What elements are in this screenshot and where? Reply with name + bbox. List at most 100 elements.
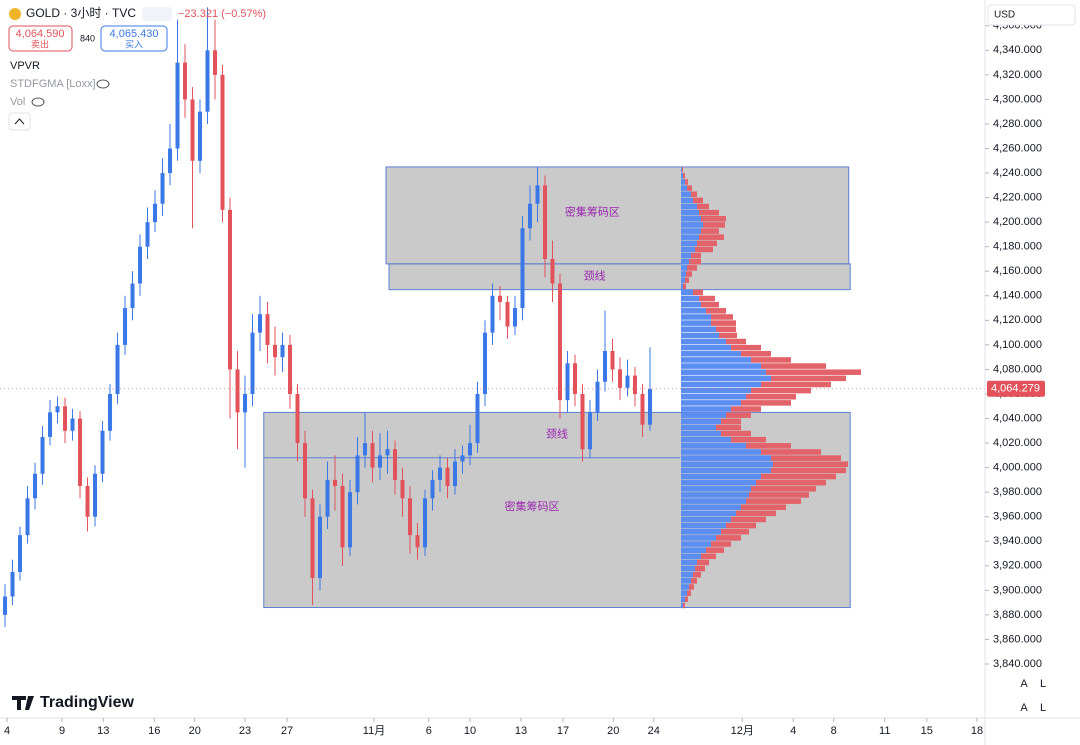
profile-sell <box>706 308 726 314</box>
profile-sell <box>731 344 761 351</box>
y-tick-label: 4,200.000 <box>993 216 1042 228</box>
candle-body <box>18 535 23 572</box>
hide-icon[interactable] <box>31 97 45 107</box>
candle-body <box>243 393 248 413</box>
y-tick-label: 4,120.000 <box>993 314 1042 326</box>
candle-body <box>348 492 353 548</box>
candle-body <box>632 375 637 394</box>
candle-body <box>40 436 45 474</box>
x-tick-label: 9 <box>59 725 65 737</box>
sell-button[interactable] <box>8 25 73 52</box>
candle-body <box>445 467 450 487</box>
profile-buy <box>681 412 726 418</box>
profile-buy <box>681 252 691 259</box>
profile-buy <box>681 590 687 596</box>
x-tick-label: 6 <box>426 725 432 737</box>
hide-icon[interactable] <box>96 79 110 89</box>
candle-body <box>10 571 15 597</box>
profile-sell <box>687 590 691 596</box>
profile-sell <box>691 578 697 584</box>
profile-sell <box>697 240 717 247</box>
last-price-box <box>987 380 1045 397</box>
zone-label: 颈线 <box>584 269 606 283</box>
candle-body <box>363 443 368 456</box>
profile-sell <box>687 265 697 271</box>
candle-body <box>378 455 383 468</box>
candle-body <box>183 62 188 100</box>
x-tick-label: 23 <box>239 725 251 737</box>
zone <box>385 166 850 265</box>
indicator[interactable]: VPVR <box>10 60 40 72</box>
profile-buy <box>681 565 695 572</box>
candle-body <box>490 295 495 333</box>
candle-body <box>175 62 180 149</box>
y-tick-label: 4,320.000 <box>993 69 1042 81</box>
y-tick-label: 4,000.000 <box>993 462 1042 474</box>
candle-body <box>483 332 488 394</box>
profile-buy <box>681 510 736 517</box>
profile-sell <box>746 498 801 504</box>
candle-body <box>475 393 480 444</box>
profile-sell <box>771 455 841 461</box>
y-tick-label: 3,900.000 <box>993 584 1042 596</box>
candle-body <box>273 344 278 358</box>
candle-body <box>602 351 607 382</box>
profile-buy <box>681 553 701 560</box>
candle-body <box>565 363 570 401</box>
log-button[interactable]: L <box>1040 678 1046 690</box>
x-tick-label: 13 <box>515 725 527 737</box>
y-tick-label: 4,280.000 <box>993 118 1042 130</box>
profile-buy <box>681 467 771 474</box>
profile-buy <box>681 406 731 412</box>
x-tick-label: 27 <box>281 725 293 737</box>
x-tick-label: 20 <box>607 725 619 737</box>
candle-body <box>295 393 300 444</box>
profile-sell <box>746 393 796 400</box>
candle-body <box>535 185 540 204</box>
candle-body <box>415 535 420 548</box>
profile-sell <box>726 338 746 345</box>
auto-button[interactable]: A <box>1020 702 1028 714</box>
candle-body <box>527 203 532 229</box>
auto-button[interactable]: A <box>1020 678 1028 690</box>
y-tick-label: 4,020.000 <box>993 437 1042 449</box>
candle-body <box>288 344 293 394</box>
compare-button[interactable] <box>142 7 172 21</box>
y-tick-label: 4,340.000 <box>993 44 1042 56</box>
candle-body <box>280 344 285 358</box>
candle-body <box>572 363 577 394</box>
candle-body <box>108 393 113 431</box>
candle-body <box>325 479 330 517</box>
y-tick-label: 4,260.000 <box>993 142 1042 154</box>
profile-buy <box>681 357 751 363</box>
collapse-button[interactable] <box>8 112 31 131</box>
candle-body <box>393 449 398 480</box>
profile-buy <box>681 369 766 375</box>
buy-button[interactable] <box>100 25 168 52</box>
profile-sell <box>761 363 826 369</box>
profile-buy <box>681 332 719 339</box>
candle-body <box>205 50 210 112</box>
candle-body <box>370 443 375 468</box>
profile-sell <box>699 295 715 302</box>
candle-body <box>160 173 165 204</box>
indicator[interactable]: STDFGMA [Loxx] <box>10 78 96 90</box>
profile-sell <box>761 381 831 388</box>
sell-price: 4,064.590 <box>16 28 65 40</box>
candle-body <box>220 74 225 210</box>
candle-body <box>138 246 143 284</box>
indicator[interactable]: Vol <box>10 96 25 108</box>
zone-label: 密集筹码区 <box>504 499 559 513</box>
profile-sell <box>695 246 713 253</box>
currency-select[interactable] <box>987 4 1076 26</box>
profile-sell <box>701 228 719 234</box>
candle-body <box>453 461 458 487</box>
profile-buy <box>681 363 761 369</box>
log-button[interactable]: L <box>1040 702 1046 714</box>
profile-buy <box>681 351 741 357</box>
candle-body <box>557 283 562 401</box>
profile-buy <box>681 271 686 277</box>
candle-body <box>265 314 270 345</box>
candle-body <box>468 443 473 456</box>
candle-body <box>228 209 233 370</box>
